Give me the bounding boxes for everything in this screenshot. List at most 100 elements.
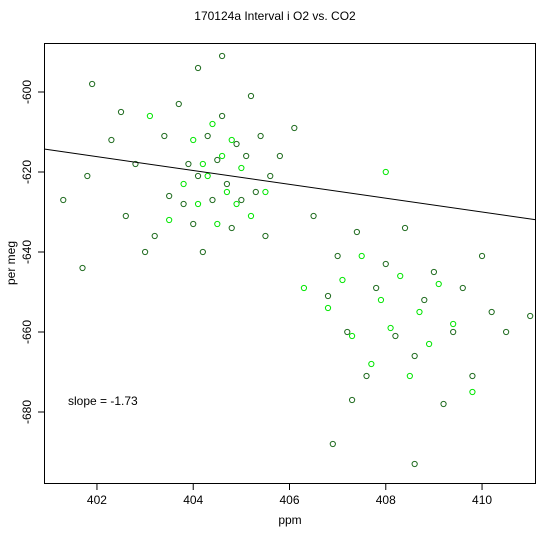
data-point — [267, 172, 274, 180]
data-point — [488, 308, 495, 316]
data-point — [151, 232, 158, 240]
data-point — [353, 228, 360, 236]
data-point — [223, 180, 231, 188]
y-tick-label: -640 — [20, 240, 34, 264]
y-tick-label: -620 — [20, 160, 34, 184]
data-point — [166, 216, 173, 224]
data-point — [219, 112, 226, 120]
data-point — [209, 196, 216, 204]
data-point — [204, 172, 211, 180]
data-point — [459, 284, 466, 292]
data-point — [185, 160, 192, 168]
data-point — [238, 196, 245, 204]
data-point — [348, 332, 356, 340]
data-point — [247, 212, 255, 220]
data-point — [291, 124, 298, 132]
data-point — [257, 132, 264, 140]
data-point — [421, 296, 428, 304]
data-point — [358, 252, 365, 260]
x-tick-label: 402 — [87, 493, 107, 507]
y-tick-label: -600 — [20, 80, 34, 104]
data-point — [392, 332, 399, 340]
data-point — [406, 372, 413, 380]
x-axis-title: ppm — [278, 513, 301, 527]
data-point — [199, 248, 206, 256]
x-axis: 402 404 406 408 410 — [87, 484, 492, 507]
data-point — [450, 320, 457, 328]
data-point — [238, 164, 245, 172]
data-point — [190, 136, 197, 144]
data-point — [478, 252, 486, 260]
data-point — [435, 280, 442, 288]
data-point — [228, 224, 235, 232]
chart-title: 170124a Interval i O2 vs. CO2 — [194, 9, 356, 23]
x-tick-label: 410 — [472, 493, 492, 507]
data-point — [219, 152, 226, 160]
data-point — [219, 52, 226, 60]
data-point — [233, 200, 240, 208]
data-point — [180, 200, 187, 208]
data-point — [416, 308, 423, 316]
data-point — [334, 252, 341, 260]
data-point — [324, 304, 332, 312]
x-tick-label: 404 — [183, 493, 203, 507]
data-point — [60, 196, 67, 204]
data-point — [503, 328, 510, 336]
y-tick-label: -680 — [20, 400, 34, 424]
data-point — [166, 192, 173, 200]
data-point — [209, 120, 216, 128]
data-point — [204, 132, 211, 140]
regression-line — [43, 148, 536, 221]
y-axis: -680 -660 -640 -620 -600 — [20, 80, 44, 424]
data-point — [411, 352, 418, 360]
data-point — [397, 272, 404, 280]
data-point — [233, 140, 240, 148]
data-point — [243, 152, 250, 160]
data-point — [329, 440, 336, 448]
data-point — [527, 312, 534, 320]
data-point — [382, 260, 389, 268]
data-point — [175, 100, 182, 108]
data-point — [373, 284, 380, 292]
data-points — [60, 52, 534, 468]
data-point — [84, 172, 91, 180]
data-point — [387, 324, 394, 332]
data-point — [469, 388, 476, 396]
data-point — [89, 80, 96, 88]
data-point — [324, 292, 332, 300]
data-point — [440, 400, 447, 408]
data-point — [469, 372, 476, 380]
data-point — [262, 188, 269, 196]
data-point — [79, 264, 86, 272]
data-point — [310, 212, 317, 220]
data-point — [117, 108, 125, 116]
data-point — [141, 248, 149, 256]
data-point — [382, 168, 389, 176]
data-point — [194, 64, 202, 72]
data-point — [199, 160, 206, 168]
data-point — [368, 360, 375, 368]
data-point — [339, 276, 346, 284]
data-point — [190, 220, 197, 228]
data-point — [180, 180, 187, 188]
data-point — [430, 268, 438, 276]
data-point — [194, 200, 202, 208]
data-point — [122, 212, 129, 220]
x-tick-label: 408 — [376, 493, 396, 507]
data-point — [146, 112, 154, 120]
data-point — [132, 160, 139, 168]
slope-annotation: slope = -1.73 — [68, 394, 138, 408]
data-point — [450, 328, 457, 336]
data-point — [411, 460, 418, 468]
data-point — [401, 224, 409, 232]
data-point — [300, 284, 308, 292]
data-point — [108, 136, 115, 144]
x-tick-label: 406 — [279, 493, 299, 507]
data-point — [194, 172, 202, 180]
data-point — [262, 232, 269, 240]
data-point — [214, 220, 221, 228]
plot-frame — [44, 43, 536, 484]
